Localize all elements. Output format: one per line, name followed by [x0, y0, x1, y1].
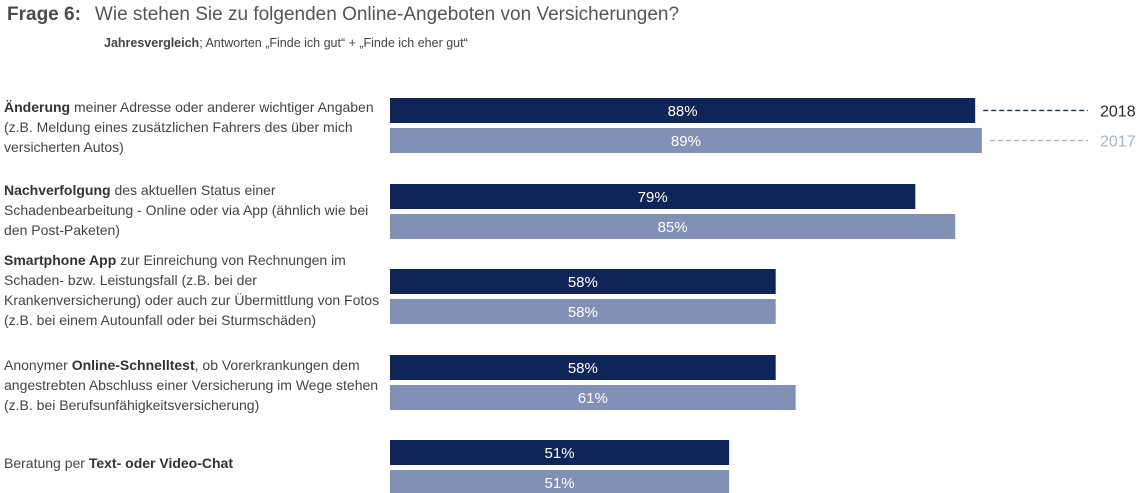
chart-subtitle: Jahresvergleich; Antworten „Finde ich gu…: [104, 36, 468, 50]
bar-value-label: 58%: [568, 274, 598, 291]
bar-value-label: 61%: [578, 390, 608, 407]
bar-value-label: 51%: [545, 445, 575, 462]
category-label-bold: Text- oder Video-Chat: [88, 455, 234, 471]
page-title: Wie stehen Sie zu folgenden Online-Angeb…: [94, 4, 680, 25]
bar-value-label: 89%: [671, 133, 701, 150]
bar-2018: [390, 269, 776, 294]
subtitle-text: ; Antworten „Finde ich gut“ + „Finde ich…: [199, 36, 468, 50]
category-label-rest: , ob Vorerkrankungen dem angestrebten Ab…: [4, 357, 379, 413]
category-label-bold: Smartphone App: [4, 252, 117, 268]
bar-value-label: 88%: [668, 103, 698, 120]
category-label: Smartphone App zur Einreichung von Rechn…: [4, 250, 382, 330]
bar-value-label: 79%: [638, 189, 668, 206]
bar-value-label: 58%: [568, 360, 598, 377]
category-label-bold: Nachverfolgung: [4, 182, 111, 198]
chart-header: Frage 6: Wie stehen Sie zu folgenden Onli…: [7, 4, 679, 26]
bar-value-label: 51%: [545, 475, 575, 492]
category-label: Anonymer Online-Schnelltest, ob Vorerkra…: [4, 355, 382, 415]
category-label-rest: zur Einreichung von Rechnungen im Schade…: [4, 252, 380, 328]
legend-label-2017: 2017: [1100, 134, 1136, 151]
category-label: Nachverfolgung des aktuellen Status eine…: [4, 180, 382, 240]
subtitle-bold: Jahresvergleich: [104, 36, 200, 50]
bar-2017: [390, 128, 982, 153]
bar-2017: [390, 299, 776, 324]
legend-label-2018: 2018: [1100, 104, 1136, 121]
question-number: Frage 6:: [7, 4, 81, 25]
bar-2017: [390, 214, 956, 239]
bar-2018: [390, 98, 976, 123]
category-label-pre: Beratung per: [4, 455, 89, 471]
category-label-rest: des aktuellen Status einer Schadenbearbe…: [4, 182, 369, 238]
category-label-bold: Änderung: [4, 99, 71, 115]
category-label-bold: Online-Schnelltest: [71, 357, 195, 373]
bar-2017: [390, 470, 730, 493]
bar-value-label: 85%: [658, 219, 688, 236]
category-label: Änderung meiner Adresse oder anderer wic…: [4, 97, 382, 157]
bar-value-label: 58%: [568, 304, 598, 321]
category-label-pre: Anonymer: [4, 357, 72, 373]
bar-2017: [390, 385, 796, 410]
bar-2018: [390, 184, 916, 209]
bar-2018: [390, 355, 776, 380]
bar-2018: [390, 440, 730, 465]
category-label: Beratung per Text- oder Video-Chat: [4, 453, 382, 473]
category-label-rest: meiner Adresse oder anderer wichtiger An…: [4, 99, 374, 155]
